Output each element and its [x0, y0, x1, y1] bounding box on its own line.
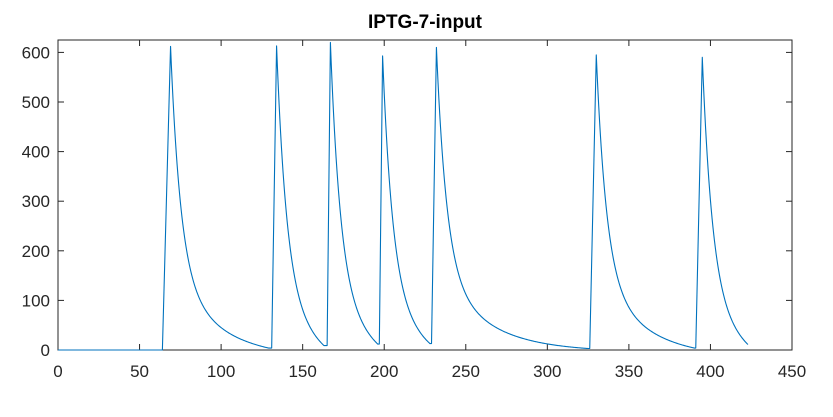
series-layer — [58, 41, 749, 351]
y-tick-label-400: 400 — [22, 143, 50, 162]
y-tick-label-100: 100 — [22, 291, 50, 310]
x-tick-label-50: 50 — [130, 362, 149, 381]
y-tick-label-500: 500 — [22, 93, 50, 112]
x-axis: 0 50 100 150 200 250 300 350 400 450 — [53, 40, 806, 381]
x-tick-label-100: 100 — [207, 362, 235, 381]
x-tick-label-0: 0 — [53, 362, 62, 381]
x-tick-label-400: 400 — [696, 362, 724, 381]
plot-frame — [57, 39, 793, 351]
x-tick-label-150: 150 — [288, 362, 316, 381]
series-line — [58, 41, 749, 351]
x-tick-label-450: 450 — [778, 362, 806, 381]
y-tick-label-300: 300 — [22, 192, 50, 211]
x-tick-label-200: 200 — [370, 362, 398, 381]
y-tick-label-200: 200 — [22, 242, 50, 261]
x-tick-label-350: 350 — [615, 362, 643, 381]
chart-title: IPTG-7-input — [368, 12, 483, 33]
x-tick-label-300: 300 — [533, 362, 561, 381]
x-tick-label-250: 250 — [452, 362, 480, 381]
y-axis: 0 100 200 300 400 500 600 — [22, 43, 792, 360]
y-tick-label-600: 600 — [22, 43, 50, 62]
y-tick-label-0: 0 — [41, 341, 50, 360]
